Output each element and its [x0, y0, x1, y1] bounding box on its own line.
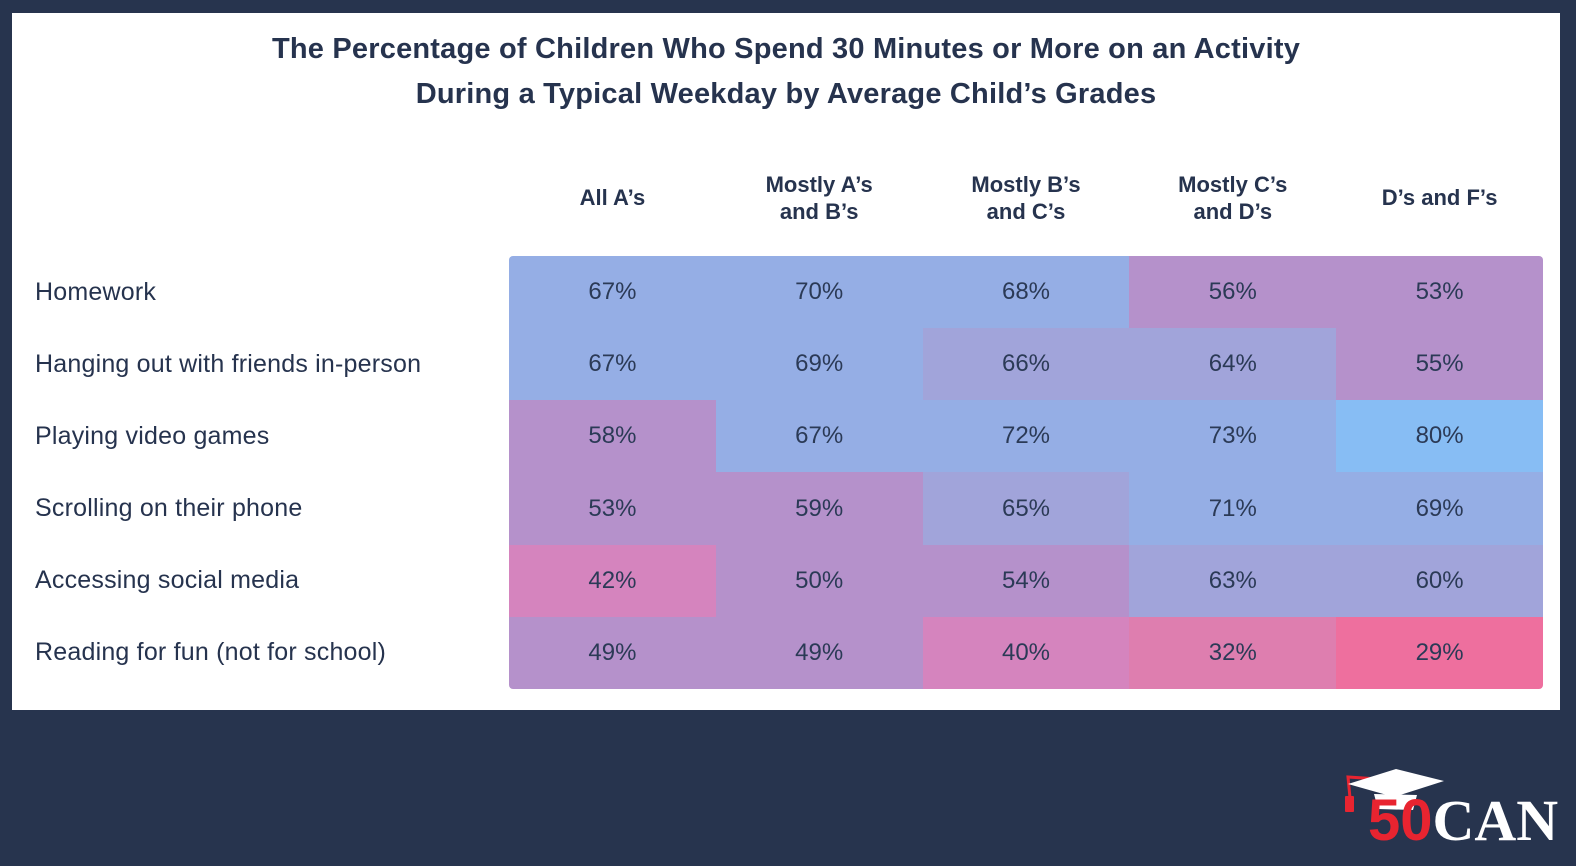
heatmap-cell: 60%: [1336, 544, 1543, 617]
heatmap-cell: 69%: [1336, 472, 1543, 545]
heatmap-cell: 69%: [715, 328, 923, 401]
heatmap-cell: 49%: [509, 616, 716, 689]
chart-title: The Percentage of Children Who Spend 30 …: [12, 27, 1560, 117]
heatmap-cell: 55%: [1336, 328, 1543, 401]
heatmap-cell: 66%: [922, 328, 1130, 401]
row-label-video-games: Playing video games: [35, 421, 270, 450]
heatmap-cell: 54%: [922, 544, 1130, 617]
row-labels: Homework Hanging out with friends in-per…: [35, 256, 505, 689]
heatmap-cell: 53%: [1336, 256, 1543, 329]
heatmap-cell: 68%: [922, 256, 1130, 329]
column-header-mostly-as-bs: Mostly A’s and B’s: [765, 171, 873, 225]
heatmap-cell: 42%: [509, 544, 716, 617]
column-headers: All A’s Mostly A’s and B’s Mostly B’s an…: [509, 153, 1543, 243]
column-header-ds-fs: D’s and F’s: [1381, 185, 1498, 211]
row-label-scrolling-phone: Scrolling on their phone: [35, 494, 303, 523]
logo-wordmark: 50 CAN: [1368, 792, 1558, 850]
heatmap-cell: 56%: [1129, 256, 1337, 329]
heatmap-cell: 73%: [1129, 400, 1337, 473]
heatmap-cell: 67%: [715, 400, 923, 473]
heatmap-cell: 40%: [922, 616, 1130, 689]
heatmap-cell: 67%: [509, 328, 716, 401]
brand-logo: 50 CAN: [1340, 758, 1570, 858]
heatmap-cell: 29%: [1336, 616, 1543, 689]
row-label-homework: Homework: [35, 277, 157, 306]
row-label-reading-fun: Reading for fun (not for school): [35, 638, 387, 667]
heatmap-cell: 53%: [509, 472, 716, 545]
heatmap-cell: 70%: [715, 256, 923, 329]
heatmap-cell: 65%: [922, 472, 1130, 545]
chart-title-line1: The Percentage of Children Who Spend 30 …: [271, 33, 1301, 65]
logo-text-50: 50: [1368, 788, 1433, 853]
graduation-cap-icon: [1345, 769, 1444, 812]
heatmap-cell: 59%: [715, 472, 923, 545]
heatmap-cell: 72%: [922, 400, 1130, 473]
heatmap-cell: 50%: [715, 544, 923, 617]
column-header-mostly-bs-cs: Mostly B’s and C’s: [971, 171, 1081, 225]
column-header-mostly-cs-ds: Mostly C’s and D’s: [1178, 171, 1288, 225]
heatmap-cell: 63%: [1129, 544, 1337, 617]
heatmap-cell: 80%: [1336, 400, 1543, 473]
heatmap-cell: 71%: [1129, 472, 1337, 545]
heatmap-cell: 58%: [509, 400, 716, 473]
heatmap-cell: 49%: [715, 616, 923, 689]
heatmap-grid: 67% 70% 68% 56% 53% 67% 69% 66% 64% 55% …: [509, 256, 1543, 689]
chart-card: The Percentage of Children Who Spend 30 …: [12, 13, 1560, 710]
heatmap-cell: 32%: [1129, 616, 1337, 689]
row-label-hanging-out: Hanging out with friends in-person: [35, 349, 422, 378]
row-label-social-media: Accessing social media: [35, 566, 300, 595]
column-header-all-as: All A’s: [579, 185, 646, 211]
logo-text-can: CAN: [1432, 788, 1559, 853]
heatmap-cell: 67%: [509, 256, 716, 329]
heatmap-cell: 64%: [1129, 328, 1337, 401]
chart-title-line2: During a Typical Weekday by Average Chil…: [415, 77, 1157, 110]
